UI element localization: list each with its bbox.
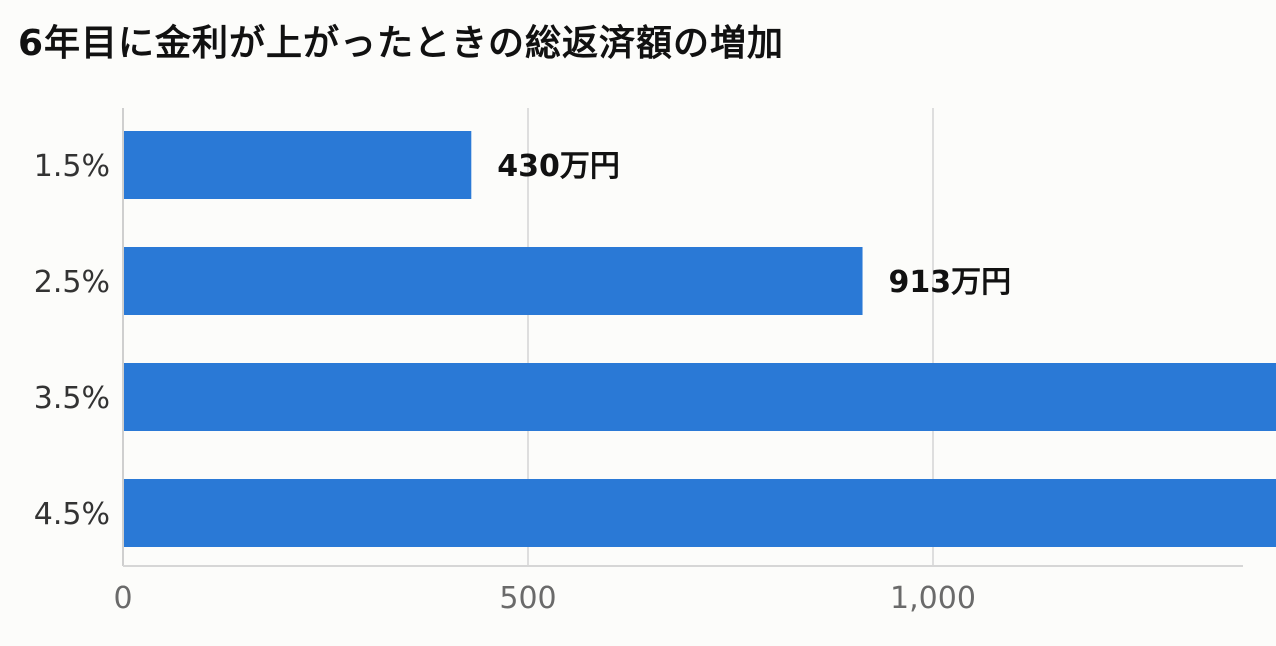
category-label: 2.5% (34, 265, 110, 300)
category-label: 3.5% (34, 381, 110, 416)
bar (123, 479, 1276, 547)
x-tick-label: 500 (499, 581, 556, 616)
data-label: 913万円 (889, 265, 1012, 300)
x-axis (122, 108, 1243, 567)
chart-title: 6年目に金利が上がったときの総返済額の増加 (18, 23, 785, 64)
bar (123, 363, 1276, 431)
x-tick-label: 1,000 (890, 581, 976, 616)
bar (123, 131, 472, 199)
bar (123, 247, 863, 315)
category-labels: 1.5% 2.5% 3.5% 4.5% (34, 149, 110, 532)
x-tick-label: 0 (113, 581, 132, 616)
category-label: 4.5% (34, 497, 110, 532)
category-label: 1.5% (34, 149, 110, 184)
bars (123, 131, 1276, 547)
data-label: 430万円 (497, 149, 620, 184)
data-labels: 430万円913万円1,484万円2,229万円 (497, 149, 1012, 300)
